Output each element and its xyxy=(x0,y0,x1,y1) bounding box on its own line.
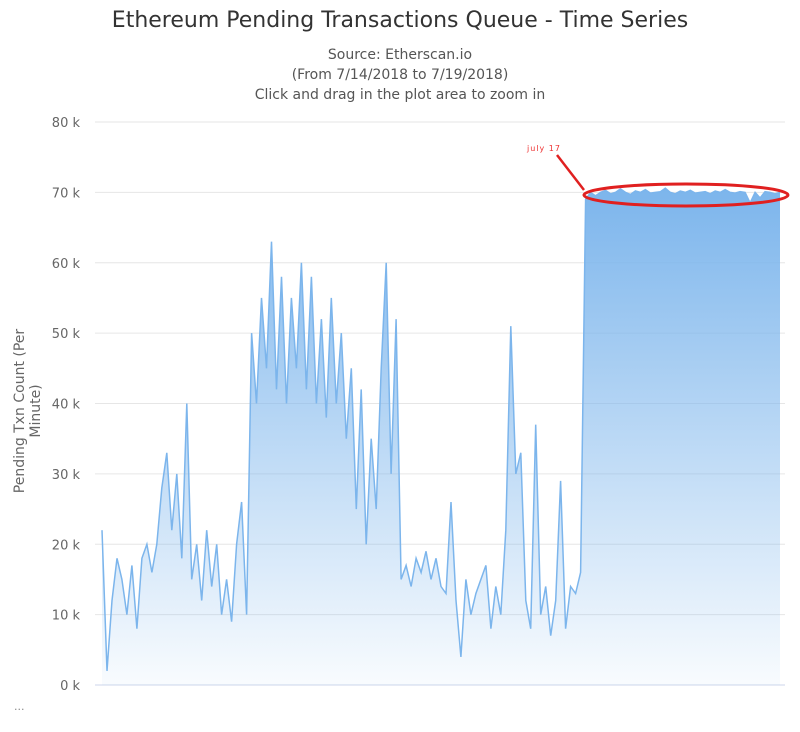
y-tick-label: 50 k xyxy=(52,327,81,342)
y-tick-label: 60 k xyxy=(52,257,81,272)
y-tick-label: 0 k xyxy=(60,679,80,694)
annotation-ellipse xyxy=(582,182,790,208)
chart-title: Ethereum Pending Transactions Queue - Ti… xyxy=(111,8,689,33)
series-area xyxy=(102,188,780,685)
y-tick-label: 70 k xyxy=(52,186,81,201)
y-axis-label: Pending Txn Count (Per Minute) xyxy=(12,328,44,494)
export-menu-button[interactable]: ... xyxy=(14,700,25,713)
y-tick-label: 80 k xyxy=(52,116,81,131)
annotation-arrow xyxy=(556,154,585,191)
annotation-label: july 17 xyxy=(527,144,561,153)
chart-subtitle-hint: Click and drag in the plot area to zoom … xyxy=(254,87,546,103)
y-tick-label: 10 k xyxy=(52,609,81,624)
y-tick-label: 20 k xyxy=(52,538,81,553)
chart-subtitle-range: (From 7/14/2018 to 7/19/2018) xyxy=(291,67,509,83)
y-tick-label: 40 k xyxy=(52,398,81,413)
y-tick-label: 30 k xyxy=(52,468,81,483)
series-line xyxy=(101,187,781,671)
chart-subtitle-source: Source: Etherscan.io xyxy=(327,47,473,63)
